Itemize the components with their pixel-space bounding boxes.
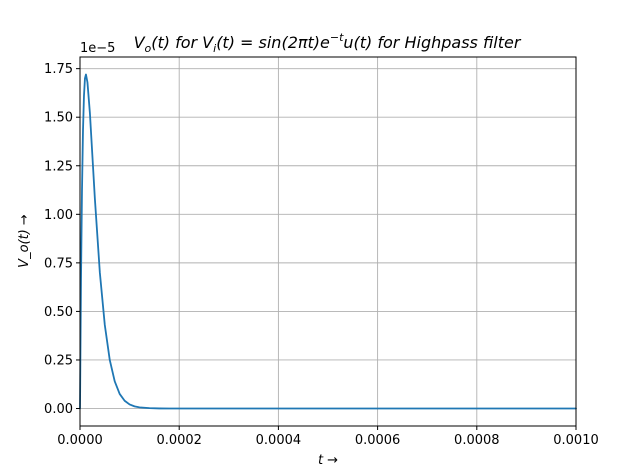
y-tick-label: 0.50 xyxy=(44,305,73,320)
title-part-2: (t) for V xyxy=(151,33,214,52)
series-line-0 xyxy=(79,73,577,410)
y-tick-label: 1.25 xyxy=(44,159,73,174)
y-tick-label: 0.75 xyxy=(44,256,73,271)
y-axis-label: V_o(t) → xyxy=(17,214,32,268)
title-part-4: (t) = sin(2πt)e xyxy=(216,33,330,52)
title-part-6: u(t) for Highpass filter xyxy=(343,33,521,52)
chart-title: Vo(t) for Vi(t) = sin(2πt)e−tu(t) for Hi… xyxy=(134,31,522,55)
title-part-3: i xyxy=(213,42,216,55)
x-tick-label: 0.0010 xyxy=(553,433,599,448)
plot-frame xyxy=(79,56,577,427)
x-tick-label: 0.0006 xyxy=(355,433,401,448)
x-tick-label: 0.0002 xyxy=(156,433,202,448)
title-part-0: V xyxy=(134,33,146,52)
y-tick-label: 0.00 xyxy=(44,402,73,417)
x-axis-label: t → xyxy=(318,453,338,468)
y-tick-label: 0.25 xyxy=(44,353,73,368)
y-tick-label: 1.50 xyxy=(44,111,73,126)
x-tick-label: 0.0004 xyxy=(256,433,302,448)
x-ticks: 0.0000 0.0002 0.0004 0.0006 0.0008 0.0010 xyxy=(57,426,599,448)
y-offset-label: 1e−5 xyxy=(80,41,115,56)
series-layer xyxy=(79,73,577,410)
y-tick-label: 1.00 xyxy=(44,208,73,223)
y-ticks: 0.00 0.25 0.50 0.75 1.00 1.25 1.50 1.75 xyxy=(44,62,80,417)
title-part-1: o xyxy=(145,42,152,55)
y-tick-label: 1.75 xyxy=(44,62,73,77)
x-tick-label: 0.0008 xyxy=(454,433,500,448)
title-part-5: −t xyxy=(330,31,344,44)
x-tick-label: 0.0000 xyxy=(57,433,103,448)
